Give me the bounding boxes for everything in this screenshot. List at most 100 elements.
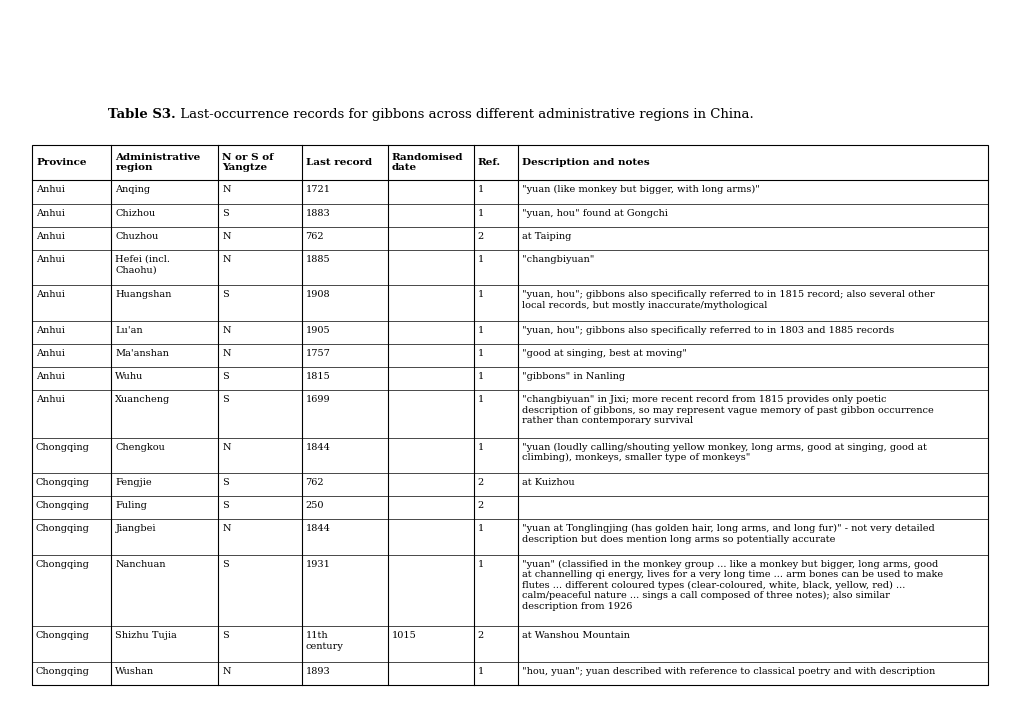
Text: 1757: 1757: [306, 348, 330, 358]
Text: 1883: 1883: [306, 209, 330, 217]
Text: 1015: 1015: [391, 631, 416, 641]
Text: Lu'an: Lu'an: [115, 325, 143, 335]
Text: 1: 1: [477, 559, 483, 569]
Text: Ma'anshan: Ma'anshan: [115, 348, 169, 358]
Text: Anhui: Anhui: [36, 395, 65, 404]
Text: 1844: 1844: [306, 524, 330, 534]
Text: S: S: [222, 209, 229, 217]
Text: 1: 1: [477, 667, 483, 676]
Text: Chizhou: Chizhou: [115, 209, 156, 217]
Text: "yuan, hou"; gibbons also specifically referred to in 1803 and 1885 records: "yuan, hou"; gibbons also specifically r…: [521, 325, 893, 335]
Text: S: S: [222, 290, 229, 300]
Text: Chengkou: Chengkou: [115, 443, 165, 451]
Text: 1: 1: [477, 290, 483, 300]
Text: "hou, yuan"; yuan described with reference to classical poetry and with descript: "hou, yuan"; yuan described with referen…: [521, 667, 934, 676]
Text: 11th
century: 11th century: [306, 631, 343, 651]
Text: N: N: [222, 524, 230, 534]
Text: "yuan at Tonglingjing (has golden hair, long arms, and long fur)" - not very det: "yuan at Tonglingjing (has golden hair, …: [521, 524, 933, 544]
Text: Ref.: Ref.: [477, 158, 500, 167]
Text: Chongqing: Chongqing: [36, 631, 90, 641]
Text: Anhui: Anhui: [36, 255, 65, 264]
Text: Wushan: Wushan: [115, 667, 154, 676]
Text: S: S: [222, 631, 229, 641]
Text: S: S: [222, 372, 229, 381]
Text: 1: 1: [477, 372, 483, 381]
Text: Huangshan: Huangshan: [115, 290, 171, 300]
Text: "yuan, hou"; gibbons also specifically referred to in 1815 record; also several : "yuan, hou"; gibbons also specifically r…: [521, 290, 933, 310]
Text: N: N: [222, 667, 230, 676]
Text: 2: 2: [477, 631, 483, 641]
Text: Anhui: Anhui: [36, 232, 65, 240]
Text: 1844: 1844: [306, 443, 330, 451]
Text: "yuan, hou" found at Gongchi: "yuan, hou" found at Gongchi: [521, 209, 666, 217]
Text: at Kuizhou: at Kuizhou: [521, 478, 574, 487]
Text: N or S of
Yangtze: N or S of Yangtze: [222, 153, 274, 172]
Text: "yuan (like monkey but bigger, with long arms)": "yuan (like monkey but bigger, with long…: [521, 185, 759, 194]
Text: N: N: [222, 255, 230, 264]
Text: Randomised
date: Randomised date: [391, 153, 463, 172]
Text: N: N: [222, 325, 230, 335]
Text: 1908: 1908: [306, 290, 330, 300]
Text: Administrative
region: Administrative region: [115, 153, 201, 172]
Text: 1: 1: [477, 255, 483, 264]
Text: 1721: 1721: [306, 185, 330, 194]
Text: "yuan (loudly calling/shouting yellow monkey, long arms, good at singing, good a: "yuan (loudly calling/shouting yellow mo…: [521, 443, 925, 462]
Text: "changbiyuan": "changbiyuan": [521, 255, 593, 264]
Text: at Taiping: at Taiping: [521, 232, 571, 240]
Text: 1815: 1815: [306, 372, 330, 381]
Text: S: S: [222, 395, 229, 404]
Text: Fengjie: Fengjie: [115, 478, 152, 487]
Text: 1: 1: [477, 524, 483, 534]
Text: Anhui: Anhui: [36, 372, 65, 381]
Text: 1893: 1893: [306, 667, 330, 676]
Text: Chongqing: Chongqing: [36, 478, 90, 487]
Text: Anhui: Anhui: [36, 348, 65, 358]
Text: S: S: [222, 478, 229, 487]
Text: Province: Province: [36, 158, 87, 167]
Text: 1: 1: [477, 443, 483, 451]
Text: Table S3.: Table S3.: [108, 108, 175, 121]
Text: "yuan" (classified in the monkey group ... like a monkey but bigger, long arms, : "yuan" (classified in the monkey group .…: [521, 559, 942, 611]
Text: Hefei (incl.
Chaohu): Hefei (incl. Chaohu): [115, 255, 170, 274]
Text: at Wanshou Mountain: at Wanshou Mountain: [521, 631, 629, 641]
Text: Fuling: Fuling: [115, 501, 147, 510]
Text: Jiangbei: Jiangbei: [115, 524, 156, 534]
Text: 2: 2: [477, 501, 483, 510]
Text: 1931: 1931: [306, 559, 330, 569]
Text: Chongqing: Chongqing: [36, 501, 90, 510]
Text: Wuhu: Wuhu: [115, 372, 144, 381]
Text: Last-occurrence records for gibbons across different administrative regions in C: Last-occurrence records for gibbons acro…: [175, 108, 753, 121]
Text: 2: 2: [477, 232, 483, 240]
Text: Chongqing: Chongqing: [36, 559, 90, 569]
Text: 1: 1: [477, 395, 483, 404]
Text: Anhui: Anhui: [36, 209, 65, 217]
Text: 1: 1: [477, 209, 483, 217]
Text: N: N: [222, 232, 230, 240]
Text: Shizhu Tujia: Shizhu Tujia: [115, 631, 177, 641]
Text: 762: 762: [306, 232, 324, 240]
Text: 1: 1: [477, 185, 483, 194]
Text: 250: 250: [306, 501, 324, 510]
Text: Last record: Last record: [306, 158, 371, 167]
Text: 1: 1: [477, 325, 483, 335]
Text: S: S: [222, 559, 229, 569]
Text: Anhui: Anhui: [36, 290, 65, 300]
Text: Anhui: Anhui: [36, 325, 65, 335]
Text: 1885: 1885: [306, 255, 330, 264]
Bar: [32, 145, 987, 685]
Text: Xuancheng: Xuancheng: [115, 395, 170, 404]
Text: N: N: [222, 348, 230, 358]
Text: N: N: [222, 443, 230, 451]
Text: Chuzhou: Chuzhou: [115, 232, 159, 240]
Text: 1699: 1699: [306, 395, 330, 404]
Text: Anhui: Anhui: [36, 185, 65, 194]
Text: N: N: [222, 185, 230, 194]
Text: 762: 762: [306, 478, 324, 487]
Text: "gibbons" in Nanling: "gibbons" in Nanling: [521, 372, 625, 381]
Text: S: S: [222, 501, 229, 510]
Text: Nanchuan: Nanchuan: [115, 559, 166, 569]
Text: 2: 2: [477, 478, 483, 487]
Text: Chongqing: Chongqing: [36, 524, 90, 534]
Text: 1: 1: [477, 348, 483, 358]
Text: "changbiyuan" in Jixi; more recent record from 1815 provides only poetic
descrip: "changbiyuan" in Jixi; more recent recor…: [521, 395, 932, 425]
